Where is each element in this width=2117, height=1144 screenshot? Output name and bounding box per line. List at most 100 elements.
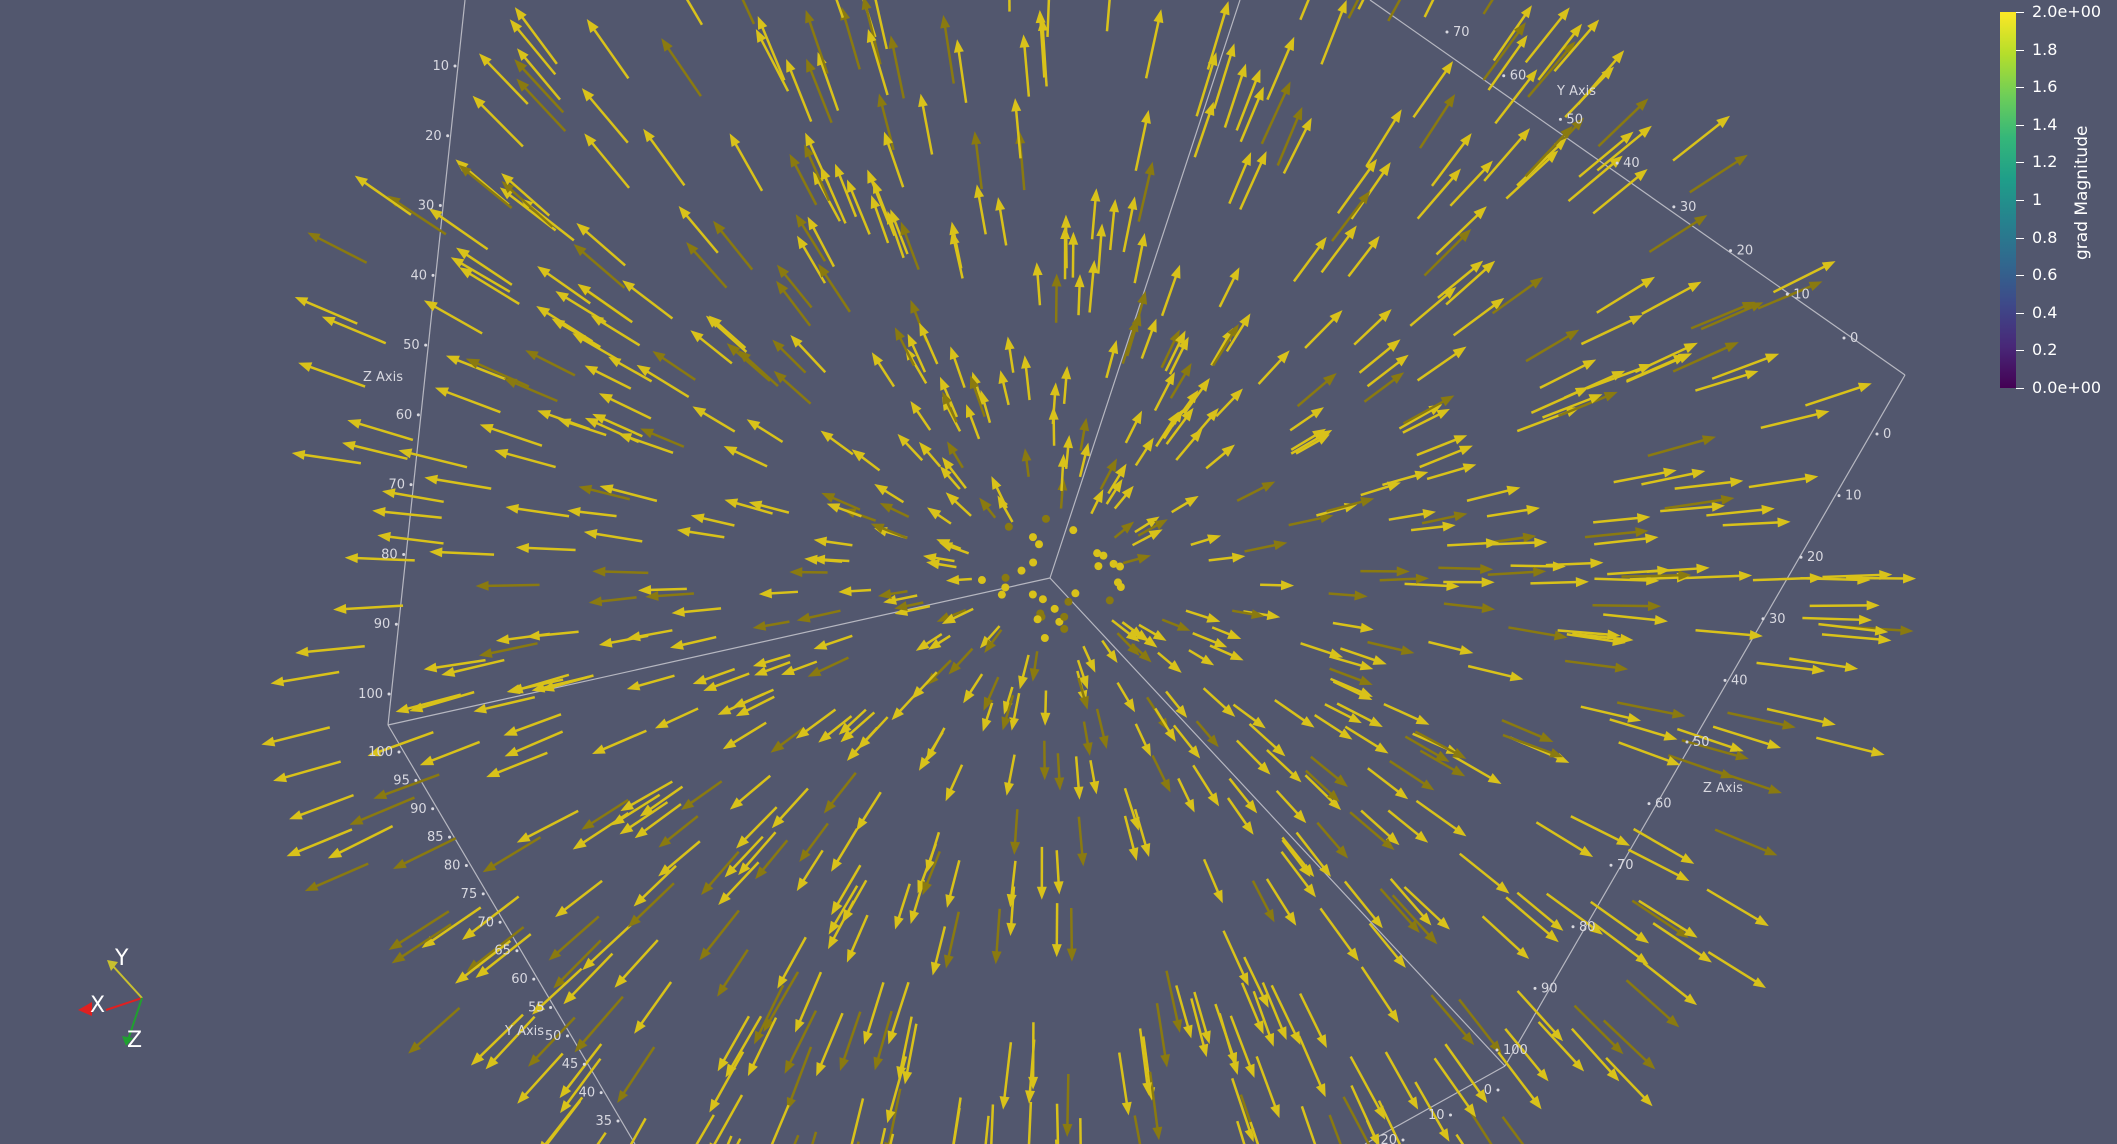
arrow-glyph: [1066, 908, 1077, 962]
color-legend: 2.0e+00 1.8 1.6 1.4 1.2 1 0.8 0.6 0.4 0.2 0.0e+00: [2000, 4, 2101, 396]
arrow-glyph: [478, 53, 529, 105]
arrow-glyph: [1564, 66, 1615, 118]
arrow-glyph: [515, 542, 576, 553]
arrow-glyph: [831, 828, 859, 872]
arrow-glyph: [1821, 633, 1892, 645]
arrow-glyph: [1051, 273, 1062, 323]
arrow-glyph: [1300, 1105, 1317, 1144]
arrow-glyph: [1815, 736, 1885, 757]
arrow-glyph: [879, 502, 910, 518]
arrow-glyph: [846, 179, 871, 235]
arrow-glyph: [1634, 342, 1698, 374]
arrow-glyph: [482, 836, 542, 873]
arrow-glyph: [1695, 370, 1759, 392]
arrow-glyph: [1379, 887, 1420, 933]
arrow-glyph: [532, 967, 583, 1015]
arrow-glyph: [327, 825, 394, 859]
arrow-glyph: [1641, 468, 1706, 486]
arrow-glyph: [1423, 228, 1472, 277]
arrow-glyph: [1524, 7, 1570, 64]
arrow-glyph: [1674, 477, 1744, 490]
arrow-glyph: [1134, 516, 1160, 534]
arrow-glyph: [1304, 774, 1342, 811]
arrow-glyph: [1069, 526, 1078, 535]
arrow-glyph: [499, 187, 557, 232]
arrow-glyph: [686, 241, 728, 289]
arrow-glyph: [377, 531, 444, 545]
arrow-glyph: [1487, 35, 1528, 91]
arrow-glyph: [1193, 991, 1211, 1045]
axis-tick-mark: [1647, 802, 1651, 806]
arrow-glyph: [1082, 645, 1096, 673]
x-axis-bottom-tick-label: 10: [1428, 1108, 1445, 1123]
arrow-glyph: [1358, 339, 1401, 374]
arrow-glyph: [678, 206, 719, 254]
arrow-glyph: [424, 474, 492, 490]
arrow-glyph: [883, 594, 918, 605]
arrow-glyph: [1116, 681, 1136, 713]
arrow-glyph: [671, 606, 722, 617]
axis-tick-mark: [582, 1062, 586, 1066]
arrow-glyph: [754, 661, 791, 676]
arrow-glyph: [1157, 651, 1182, 673]
arrow-glyph: [501, 181, 554, 228]
arrow-glyph: [1437, 260, 1484, 299]
axis-tick-mark: [409, 483, 413, 487]
arrow-glyph: [915, 633, 943, 651]
arrow-glyph: [1368, 922, 1406, 968]
arrow-glyph: [1089, 760, 1100, 795]
arrow-glyph: [747, 1017, 778, 1077]
arrow-glyph: [1347, 0, 1360, 19]
arrow-glyph: [1261, 982, 1287, 1041]
arrow-glyph: [1108, 198, 1119, 251]
arrow-glyph: [578, 484, 631, 501]
arrow-glyph: [475, 580, 540, 591]
arrow-glyph: [755, 839, 789, 880]
arrow-glyph: [1172, 724, 1201, 759]
arrow-glyph: [949, 346, 966, 389]
arrow-glyph: [1648, 214, 1708, 253]
arrow-glyph: [823, 772, 857, 814]
arrow-glyph: [1596, 276, 1656, 314]
arrow-glyph: [1423, 0, 1435, 18]
arrow-glyph: [713, 220, 754, 271]
arrow-glyph: [1605, 1057, 1653, 1107]
arrow-glyph: [939, 466, 961, 490]
arrow-glyph: [509, 673, 570, 694]
arrow-glyph: [1641, 281, 1702, 316]
arrow-glyph: [856, 791, 882, 831]
axis-tick-mark: [599, 1091, 603, 1095]
bbox-right-edge: [1504, 374, 1906, 1067]
orientation-z-label: Z: [127, 1028, 143, 1053]
arrow-glyph: [724, 498, 773, 515]
arrow-glyph: [918, 93, 934, 155]
arrow-glyph: [705, 315, 748, 353]
arrow-glyph: [1010, 809, 1021, 855]
arrow-glyph: [1416, 435, 1468, 457]
arrow-glyph: [1006, 886, 1017, 937]
arrow-glyph: [790, 335, 827, 374]
arrow-glyph: [528, 1016, 576, 1067]
arrow-glyph: [486, 751, 548, 778]
arrow-glyph: [1365, 109, 1402, 167]
arrow-glyph: [1340, 647, 1387, 665]
arrow-glyph: [1177, 777, 1195, 813]
arrow-glyph: [1609, 718, 1678, 741]
arrow-glyph: [1566, 632, 1626, 647]
arrow-glyph: [441, 658, 505, 677]
arrow-glyph: [1297, 1035, 1326, 1098]
arrow-glyph: [321, 316, 387, 345]
arrow-glyph: [581, 798, 629, 830]
arrow-glyph: [638, 584, 687, 595]
arrow-glyph: [466, 926, 525, 972]
arrow-glyph: [919, 322, 939, 365]
arrow-glyph: [911, 671, 938, 700]
arrow-glyph: [1367, 640, 1415, 656]
arrow-glyph: [354, 175, 412, 216]
axis-tick-mark: [1495, 1048, 1499, 1052]
arrow-glyph: [826, 503, 862, 518]
arrow-glyph: [1193, 101, 1215, 158]
arrow-glyph: [1487, 566, 1547, 577]
